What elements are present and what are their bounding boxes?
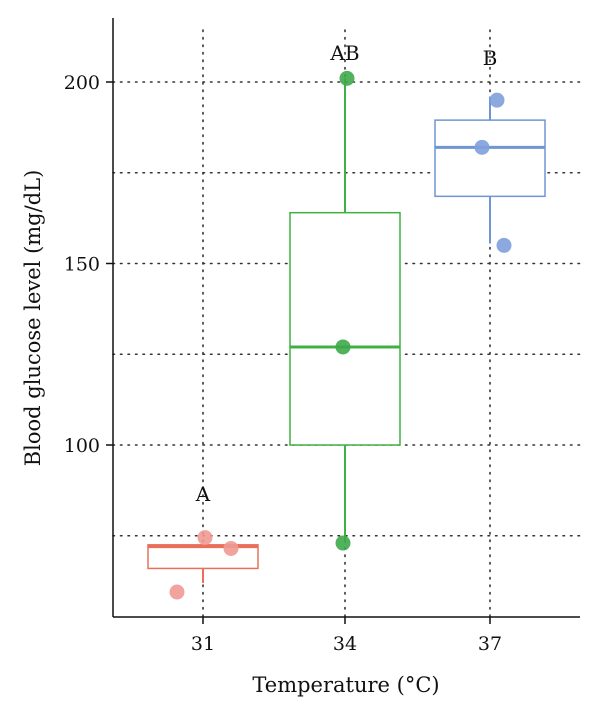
y-axis-label: Blood glucose level (mg/dL) <box>21 170 45 467</box>
data-point <box>489 92 505 108</box>
data-point <box>335 535 351 551</box>
box-iqr <box>147 544 259 570</box>
data-points <box>169 70 512 600</box>
boxes <box>147 78 546 583</box>
group-letter: AB <box>329 41 359 65</box>
data-point <box>335 339 351 355</box>
data-point <box>197 530 213 546</box>
group-letters: A AB B <box>195 41 498 506</box>
x-tick-label: 34 <box>333 633 357 655</box>
axes <box>112 18 580 618</box>
data-point <box>339 70 355 86</box>
data-point <box>474 139 490 155</box>
x-axis-label: Temperature (°C) <box>252 673 439 697</box>
data-point <box>169 584 185 600</box>
data-point <box>496 237 512 253</box>
box-iqr <box>289 211 401 446</box>
box-iqr <box>434 119 546 198</box>
x-tick-label: 37 <box>478 633 502 655</box>
tick-labels: 100 150 200 31 34 37 <box>64 72 502 655</box>
data-point <box>223 540 239 556</box>
x-tick-label: 31 <box>191 633 215 655</box>
y-tick-label: 150 <box>64 254 100 276</box>
y-tick-label: 200 <box>64 72 100 94</box>
group-letter: A <box>195 482 211 506</box>
y-tick-label: 100 <box>64 435 100 457</box>
group-letter: B <box>483 46 498 70</box>
